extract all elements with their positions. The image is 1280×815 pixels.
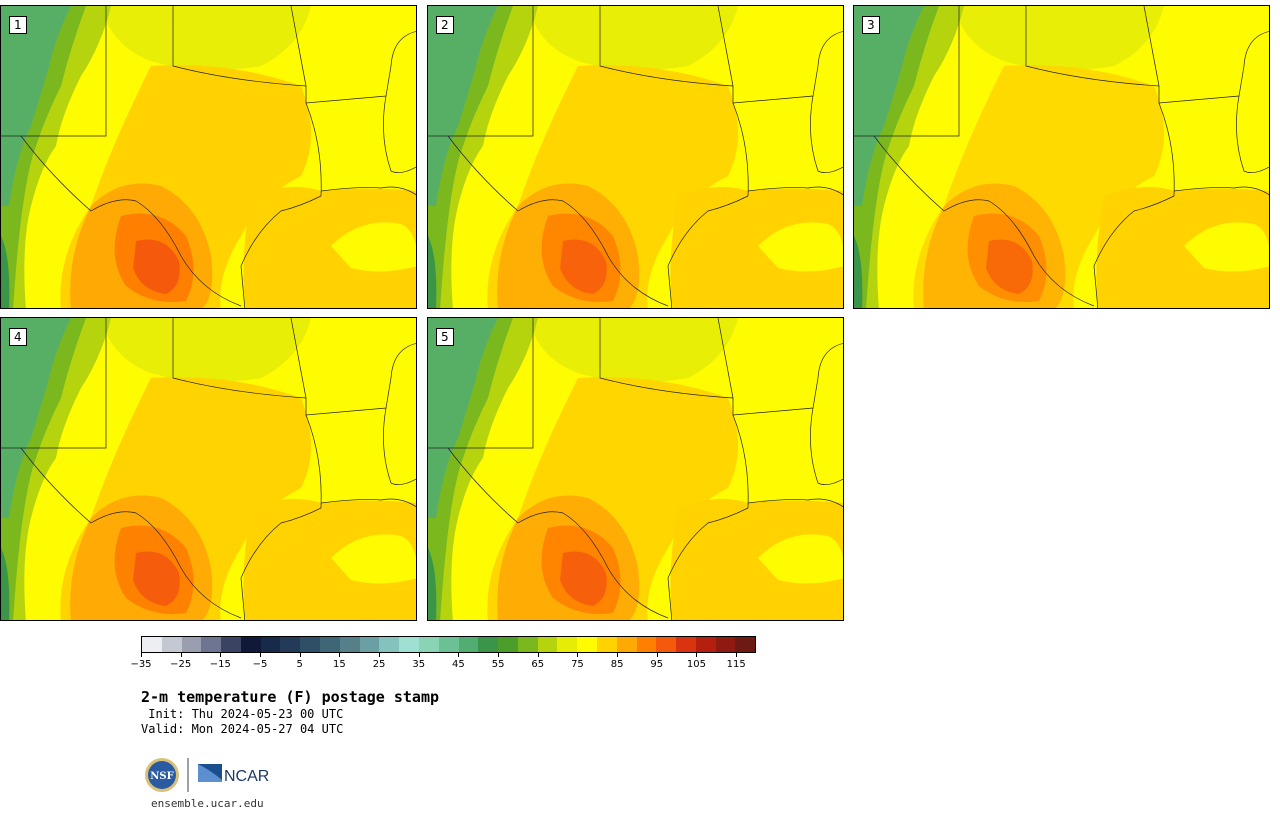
colorbar-tick-label: 15 xyxy=(333,659,346,670)
colorbar-swatch xyxy=(537,637,558,652)
valid-time: Valid: Mon 2024-05-27 04 UTC xyxy=(141,722,344,736)
colorbar-swatch xyxy=(320,637,340,652)
temperature-map xyxy=(1,6,416,308)
colorbar-swatch xyxy=(359,637,380,652)
colorbar-swatch xyxy=(280,637,301,652)
colorbar-tick xyxy=(577,653,579,657)
colorbar-swatch xyxy=(240,637,261,652)
colorbar-tick xyxy=(260,653,262,657)
colorbar-tick xyxy=(498,653,500,657)
colorbar-swatch xyxy=(636,637,657,652)
colorbar-swatch xyxy=(577,637,597,652)
nsf-ncar-logo: NSF NCAR xyxy=(145,758,269,792)
website-link[interactable]: ensemble.ucar.edu xyxy=(151,797,264,810)
temperature-map xyxy=(428,6,843,308)
colorbar-swatch xyxy=(201,637,222,652)
colorbar-tick xyxy=(418,653,420,657)
postage-stamp-panel: 3 xyxy=(853,5,1270,309)
panel-number-label: 1 xyxy=(9,16,27,34)
temperature-map xyxy=(428,318,843,620)
colorbar-tick-label: 45 xyxy=(452,659,465,670)
colorbar-swatch xyxy=(656,637,677,652)
colorbar-tick-label: 35 xyxy=(412,659,426,670)
colorbar-tick xyxy=(617,653,619,657)
colorbar-tick xyxy=(141,653,142,657)
colorbar-tick-label: 55 xyxy=(491,659,505,670)
temperature-map xyxy=(1,318,416,620)
colorbar-tick xyxy=(537,653,539,657)
postage-stamp-panel: 5 xyxy=(427,317,844,621)
colorbar-swatch xyxy=(418,637,439,652)
colorbar-swatch xyxy=(557,637,578,652)
map-title: 2-m temperature (F) postage stamp xyxy=(141,688,440,706)
panel-number-label: 5 xyxy=(436,328,454,346)
colorbar-tick xyxy=(299,653,301,657)
colorbar-tick xyxy=(379,653,381,657)
colorbar-tick xyxy=(736,653,738,657)
colorbar-swatch xyxy=(300,637,321,652)
colorbar-swatch xyxy=(161,637,182,652)
colorbar-swatch xyxy=(181,637,202,652)
nsf-logo-text: NSF xyxy=(150,771,173,782)
panel-number-label: 2 xyxy=(436,16,454,34)
colorbar-tick-label: 5 xyxy=(296,659,303,670)
colorbar-swatch xyxy=(379,637,400,652)
colorbar-tick-label: 25 xyxy=(372,659,386,670)
colorbar-tick xyxy=(656,653,658,657)
colorbar-swatch xyxy=(498,637,518,652)
colorbar-tick-label: −5 xyxy=(252,659,268,670)
panel-number-label: 4 xyxy=(9,328,27,346)
temperature-map xyxy=(854,6,1269,308)
postage-stamp-panel: 4 xyxy=(0,317,417,621)
postage-stamp-panel: 1 xyxy=(0,5,417,309)
colorbar-tick-label: 75 xyxy=(571,659,584,670)
colorbar xyxy=(141,636,756,653)
colorbar-swatch xyxy=(517,637,538,652)
colorbar-swatch xyxy=(260,637,281,652)
colorbar-swatch xyxy=(735,637,756,652)
colorbar-tick-label: 105 xyxy=(686,659,707,670)
colorbar-tick-label: 95 xyxy=(650,659,664,670)
postage-stamp-panel: 2 xyxy=(427,5,844,309)
colorbar-tick-label: −15 xyxy=(209,659,231,670)
colorbar-tick-label: 115 xyxy=(726,659,746,670)
colorbar-tick-label: −35 xyxy=(130,659,152,670)
colorbar-tick-label: −25 xyxy=(170,659,192,670)
colorbar-swatch xyxy=(715,637,736,652)
colorbar-swatch xyxy=(142,637,162,652)
colorbar-tick xyxy=(339,653,341,657)
ncar-logo-text: NCAR xyxy=(224,768,269,785)
colorbar-swatch xyxy=(676,637,696,652)
colorbar-swatch xyxy=(478,637,499,652)
colorbar-swatch xyxy=(616,637,637,652)
colorbar-swatch xyxy=(221,637,241,652)
colorbar-tick-label: 65 xyxy=(531,659,545,670)
colorbar-tick xyxy=(180,653,182,657)
colorbar-tick xyxy=(458,653,460,657)
colorbar-swatch xyxy=(458,637,479,652)
colorbar-tick-label: 85 xyxy=(610,659,624,670)
colorbar-swatch xyxy=(339,637,360,652)
colorbar-swatch xyxy=(596,637,617,652)
colorbar-swatch xyxy=(438,637,459,652)
init-time: Init: Thu 2024-05-23 00 UTC xyxy=(141,707,344,721)
panel-number-label: 3 xyxy=(862,16,880,34)
colorbar-tick xyxy=(696,653,698,657)
colorbar-tick xyxy=(220,653,222,657)
colorbar-swatch xyxy=(695,637,716,652)
colorbar-swatch xyxy=(399,637,419,652)
